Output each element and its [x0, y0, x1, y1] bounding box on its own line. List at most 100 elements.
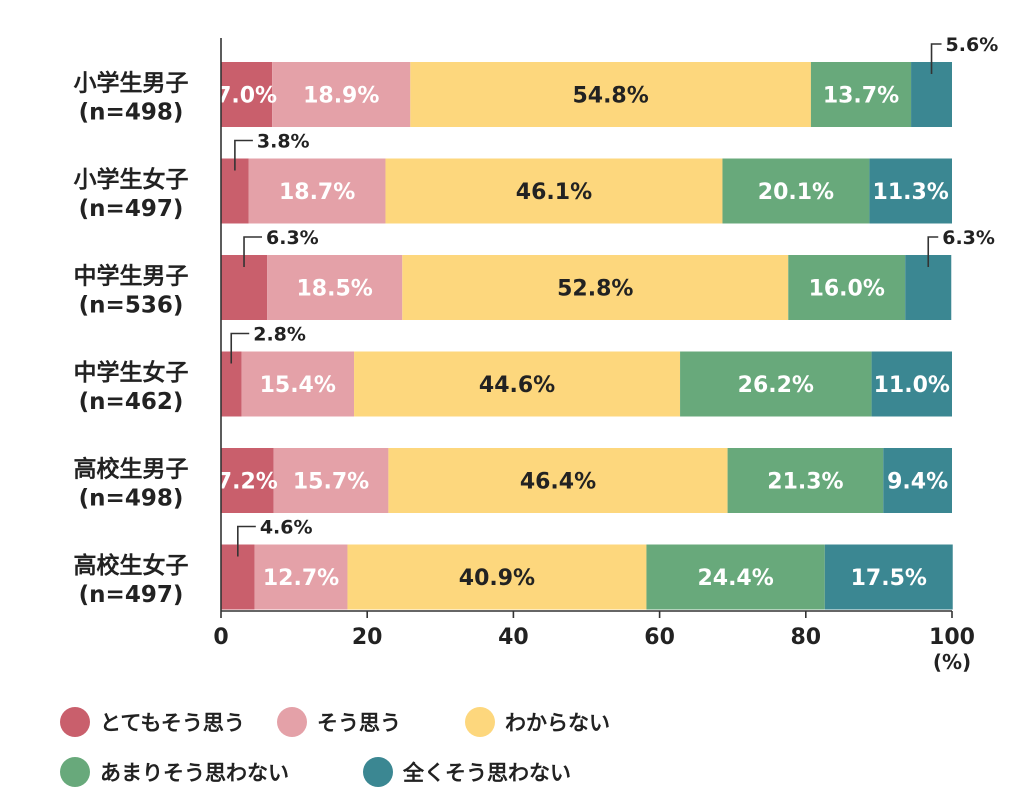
bar-value-label: 16.0% — [809, 277, 885, 302]
bar-segment — [347, 544, 647, 610]
bar-value-label: 18.7% — [279, 180, 355, 205]
category-label-line: (n=536) — [79, 293, 184, 319]
callout-leader — [930, 43, 942, 74]
category-label-line: (n=498) — [79, 486, 184, 512]
bar-value-label: 52.8% — [557, 277, 633, 302]
callout-value-label: 2.8% — [253, 324, 306, 346]
category-label: 中学生男子 (n=536) — [74, 263, 189, 319]
x-tick-label: 0 — [213, 625, 228, 650]
callout-leader — [237, 525, 256, 557]
bar-segment — [402, 255, 789, 320]
bar-value-label: 7.0% — [216, 84, 277, 109]
bar-value-label: 17.5% — [851, 566, 927, 591]
bar-value-label: 15.7% — [293, 470, 369, 495]
legend-label: あまりそう思わない — [100, 761, 289, 785]
category-label-line: (n=498) — [79, 100, 184, 126]
bars-layer — [221, 62, 953, 610]
callout-value-label: 4.6% — [260, 517, 313, 539]
x-tick-label: 60 — [644, 625, 675, 650]
bar-segment — [722, 158, 870, 224]
bar-segment — [646, 544, 825, 610]
category-label: 高校生女子 (n=497) — [74, 552, 189, 608]
bar-segment — [869, 158, 952, 224]
callout-value-label: 6.3% — [942, 227, 995, 249]
category-label-line: (n=497) — [79, 582, 184, 608]
bar-value-label: 18.5% — [297, 277, 373, 302]
callout-value-label: 3.8% — [257, 131, 310, 153]
bar-value-label: 40.9% — [459, 566, 535, 591]
category-label-line: 中学生女子 — [74, 359, 189, 386]
bar-segment — [871, 351, 952, 417]
bar-segment — [810, 62, 912, 127]
callout-leader — [234, 139, 253, 171]
bar-segment — [680, 351, 872, 417]
x-tick-label: 80 — [790, 625, 821, 650]
category-label-line: 小学生男子 — [74, 70, 189, 97]
legend-swatch — [60, 757, 90, 787]
category-label: 小学生女子 (n=497) — [74, 166, 189, 222]
callout-leader — [243, 236, 263, 267]
bar-value-label: 46.1% — [516, 180, 592, 205]
category-label: 高校生男子 (n=498) — [74, 456, 189, 512]
bar-value-label: 21.3% — [767, 470, 843, 495]
legend-swatch — [277, 707, 307, 737]
bar-value-label: 13.7% — [823, 84, 899, 109]
category-label-line: 小学生女子 — [74, 166, 189, 193]
bar-value-label: 26.2% — [738, 373, 814, 398]
x-tick-label: 40 — [498, 625, 529, 650]
callouts-layer — [230, 43, 942, 557]
bar-value-label: 11.0% — [874, 373, 950, 398]
callout-leader — [927, 236, 939, 267]
bar-value-label: 44.6% — [479, 373, 555, 398]
category-label-line: (n=497) — [79, 196, 184, 222]
legend-label: とてもそう思う — [100, 711, 245, 735]
bar-value-label: 12.7% — [263, 566, 339, 591]
bar-segment — [221, 62, 273, 127]
category-label-line: (n=462) — [79, 389, 184, 415]
bar-segment — [248, 158, 386, 224]
bar-value-label: 7.2% — [217, 470, 278, 495]
callout-value-label: 6.3% — [266, 227, 319, 249]
bar-value-label: 9.4% — [887, 470, 948, 495]
callout-leader — [230, 332, 250, 364]
bar-segment — [727, 448, 884, 513]
legend-swatch — [363, 757, 393, 787]
x-tick-label: 100 — [929, 625, 975, 650]
bar-segment — [388, 448, 728, 513]
bar-value-label: 18.9% — [303, 84, 379, 109]
bar-segment — [273, 448, 389, 513]
bar-segment — [410, 62, 811, 127]
bar-segment — [221, 448, 274, 513]
bar-value-label: 15.4% — [260, 373, 336, 398]
bar-value-label: 20.1% — [758, 180, 834, 205]
legend-label: そう思う — [317, 711, 401, 735]
bar-segment — [354, 351, 681, 417]
callout-value-label: 5.6% — [946, 34, 999, 56]
labels-layer: 小学生男子 (n=498) 7.0% 18.9% 54.8% 13.7% 5.6% 小学生女子… — [74, 34, 999, 608]
bar-segment — [385, 158, 723, 224]
x-axis-unit-label: (%) — [933, 650, 971, 674]
legend-label: 全くそう思わない — [402, 761, 571, 785]
category-label-line: 高校生女子 — [74, 552, 189, 579]
category-label-line: 高校生男子 — [74, 456, 189, 483]
bar-segment — [272, 62, 411, 127]
bar-segment — [824, 544, 953, 610]
x-tick-label: 20 — [352, 625, 383, 650]
legend-swatch — [60, 707, 90, 737]
bar-segment — [883, 448, 952, 513]
bar-value-label: 24.4% — [697, 566, 773, 591]
bar-segment — [254, 544, 348, 610]
bar-segment — [221, 351, 242, 417]
legend-swatch — [465, 707, 495, 737]
category-label: 中学生女子 (n=462) — [74, 359, 189, 415]
category-label-line: 中学生男子 — [74, 263, 189, 290]
x-axis: 0 20 40 60 80 100(%) — [213, 38, 975, 674]
legend-label: わからない — [505, 711, 610, 735]
bar-value-label: 11.3% — [873, 180, 949, 205]
bar-segment — [241, 351, 355, 417]
bar-segment — [788, 255, 906, 320]
bar-segment — [267, 255, 403, 320]
bar-value-label: 46.4% — [520, 470, 596, 495]
